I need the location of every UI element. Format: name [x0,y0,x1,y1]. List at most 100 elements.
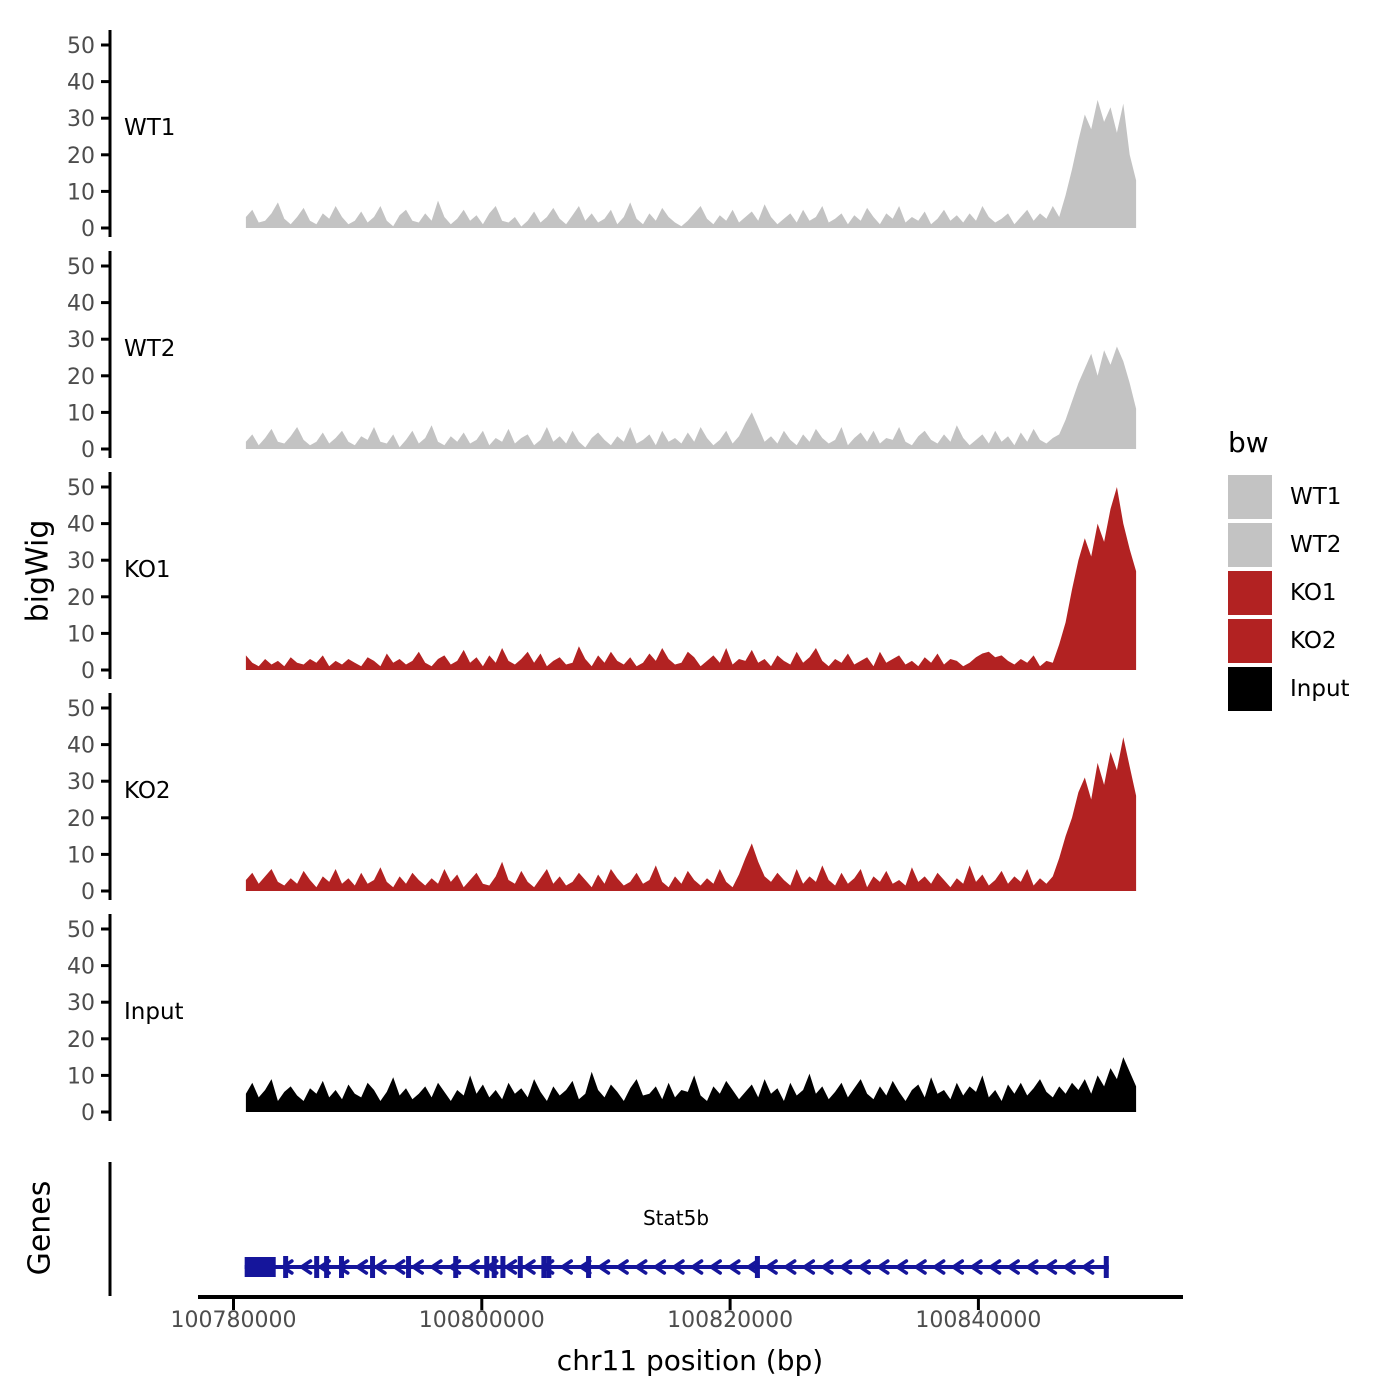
gene-strand-arrow [912,1259,927,1275]
y-tick-label: 50 [67,255,95,280]
gene-exon-tick [314,1256,320,1278]
gene-strand-arrow [372,1259,387,1275]
legend-entry-wt2: WT2 [1228,523,1350,567]
gene-exon-block [244,1257,276,1277]
gene-exon-tick [1103,1256,1109,1278]
gene-strand-arrow [801,1259,816,1275]
gene-strand-arrow [503,1259,518,1275]
gene-strand-arrow [819,1259,834,1275]
y-tick-label: 10 [67,401,95,426]
legend-swatch-ko1 [1228,571,1272,615]
gene-strand-arrow [894,1259,909,1275]
y-tick-label: 0 [81,659,95,684]
gene-strand-arrow [540,1259,555,1275]
gene-strand-arrow [596,1259,611,1275]
y-tick-label: 40 [67,955,95,980]
legend-entry-wt1: WT1 [1228,475,1350,519]
gene-strand-arrow [689,1259,704,1275]
gene-strand-arrow [857,1259,871,1275]
y-tick-label: 30 [67,328,95,353]
track-label-wt2: WT2 [124,336,176,362]
y-tick-label: 0 [81,1101,95,1126]
track-area-wt2 [245,346,1137,449]
gene-strand-arrow [745,1259,760,1275]
y-tick-label: 40 [67,734,95,759]
x-tick-label-0: 100780000 [170,1308,297,1333]
y-tick-label: 30 [67,770,95,795]
gene-exon-tick [754,1256,760,1278]
y-axis-title-bigwig: bigWig [20,519,56,623]
legend-entry-ko1: KO1 [1228,571,1350,615]
track-label-ko2: KO2 [124,778,171,804]
legend-label-wt1: WT1 [1290,484,1342,510]
gene-strand-arrow [1006,1259,1020,1275]
y-tick-label: 50 [67,34,95,59]
y-tick-label: 10 [67,843,95,868]
y-axis-title-genes: Genes [22,1180,58,1276]
gene-exon-tick [324,1256,330,1278]
gene-strand-arrow [931,1259,946,1275]
gene-strand-arrow [950,1259,965,1275]
gene-strand-arrow [1043,1259,1058,1275]
legend-entry-ko2: KO2 [1228,619,1350,663]
x-tick-label-2: 100820000 [667,1308,794,1333]
legend-entry-input: Input [1228,667,1350,711]
y-tick-label: 20 [67,586,95,611]
gene-strand-arrow [354,1259,369,1275]
gene-exon-tick [491,1256,497,1278]
gene-strand-arrow [1061,1259,1076,1275]
y-tick-label: 30 [67,549,95,574]
gene-strand-arrow [726,1259,741,1275]
gene-strand-arrow [782,1259,797,1275]
y-tick-label: 20 [67,144,95,169]
x-tick-label-1: 100800000 [418,1308,545,1333]
gene-strand-arrow [708,1259,722,1275]
gene-exon-tick [586,1256,592,1278]
gene-strand-arrow [521,1259,536,1275]
gene-strand-arrow [838,1259,853,1275]
legend-swatch-wt2 [1228,523,1272,567]
y-tick-label: 50 [67,476,95,501]
gene-strand-arrow [559,1259,573,1275]
legend-label-ko1: KO1 [1290,580,1337,606]
gene-strand-arrow [465,1259,480,1275]
legend-swatch-ko2 [1228,619,1272,663]
gene-exon-tick [406,1256,412,1278]
gene-exon-tick [500,1256,506,1278]
gene-strand-arrow [428,1259,443,1275]
y-tick-label: 40 [67,292,95,317]
gene-strand-arrow [316,1259,331,1275]
gene-exon-tick [517,1256,523,1278]
gene-strand-arrow [484,1259,499,1275]
y-tick-label: 10 [67,1064,95,1089]
gene-strand-arrow [875,1259,890,1275]
y-tick-label: 0 [81,880,95,905]
y-tick-label: 40 [67,71,95,96]
gene-strand-arrow [633,1259,648,1275]
track-label-ko1: KO1 [124,557,171,583]
legend-title: bw [1228,426,1269,459]
y-tick-label: 30 [67,107,95,132]
legend-swatch-wt1 [1228,475,1272,519]
gene-exon-tick [546,1256,552,1278]
gene-strand-arrow [335,1259,350,1275]
y-tick-label: 20 [67,1028,95,1053]
gene-strand-arrow [279,1259,294,1275]
gene-strand-arrow [652,1259,667,1275]
gene-exon-tick [370,1256,376,1278]
y-tick-label: 20 [67,365,95,390]
gene-strand-arrow [614,1259,629,1275]
gene-strand-arrow [298,1259,313,1275]
legend: bw WT1 WT2 KO1 KO2 Input [1228,426,1350,715]
track-label-input: Input [124,999,184,1025]
y-tick-label: 0 [81,217,95,242]
gene-strand-arrow [577,1259,592,1275]
track-label-wt1: WT1 [124,115,176,141]
gene-strand-arrow [391,1259,406,1275]
x-tick-label-3: 100840000 [915,1308,1042,1333]
y-tick-label: 40 [67,513,95,538]
y-tick-label: 50 [67,697,95,722]
gene-exon-tick [453,1256,459,1278]
y-tick-label: 10 [67,622,95,647]
